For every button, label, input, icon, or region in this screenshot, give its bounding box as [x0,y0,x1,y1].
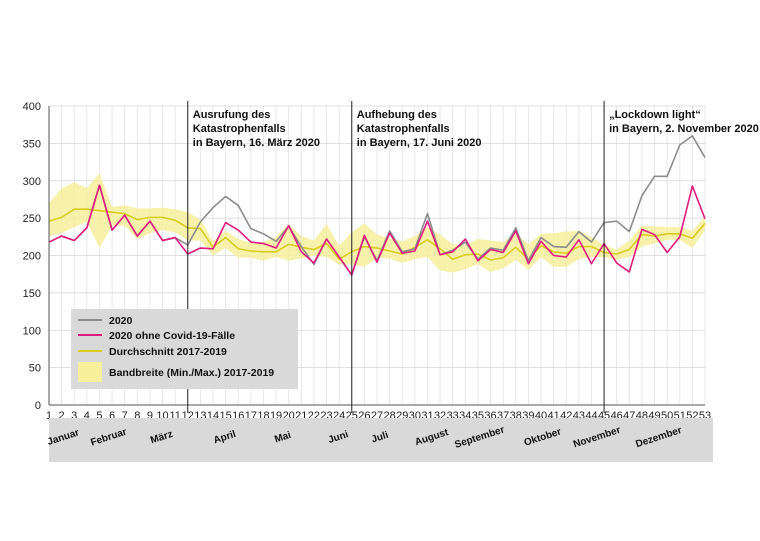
annotation-text: in Bayern, 16. März 2020 [193,137,320,149]
y-tick-label: 300 [23,176,41,188]
y-tick-label: 50 [29,363,41,375]
month-bar-background [49,418,713,462]
annotation-text: in Bayern, 17. Juni 2020 [357,137,482,149]
legend-label: Durchschnitt 2017-2019 [109,346,227,358]
annotations: Ausrufung des Katastrophenfalls in Bayern,… [187,101,759,413]
series-line-durchschnitt-2017-2019 [48,208,706,261]
annotation-text: in Bayern, 2. November 2020 [609,123,759,135]
x-tick-label: 7 [122,410,128,422]
x-tick-label: 3 [71,410,77,422]
y-tick-label: 150 [23,288,41,300]
legend: 2020 2020 ohne Covid-19-Fälle Durchschnitt… [71,309,298,389]
legend-label: Bandbreite (Min./Max.) 2017-2019 [109,367,274,379]
y-tick-label: 100 [23,325,41,337]
x-tick-label: 2 [59,410,65,422]
series-line-2020-ohne-covid [48,184,706,276]
x-tick-label: 1 [46,410,52,422]
annotation-text: Katastrophenfalls [193,123,286,135]
x-tick-label: 11 [169,410,180,422]
legend-label: 2020 [109,315,133,327]
legend-label: 2020 ohne Covid-19-Fälle [109,330,235,342]
y-tick-label: 200 [23,251,41,263]
month-label: Mai [273,430,292,446]
x-tick-label: 5 [96,410,102,422]
legend-background [71,309,298,389]
x-tick-label: 8 [134,410,140,422]
month-bar: Januar Februar März April Mai Juni Juli August S… [46,418,713,462]
y-tick-label: 0 [35,400,41,412]
annotation-text: Katastrophenfalls [357,123,450,135]
y-tick-label: 350 [23,138,41,150]
series-lines [48,135,706,276]
annotation-text: Ausrufung des [193,109,271,121]
x-tick-label: 9 [147,410,153,422]
month-label: Juli [370,430,390,446]
y-tick-label: 250 [23,213,41,225]
annotation-text: Aufhebung des [357,109,437,121]
legend-swatch-bandbreite [78,362,102,382]
y-tick-label: 400 [23,101,41,113]
annotation-text: „Lockdown light“ [609,109,701,121]
x-tick-label: 4 [84,410,90,422]
x-tick-label: 6 [109,410,115,422]
